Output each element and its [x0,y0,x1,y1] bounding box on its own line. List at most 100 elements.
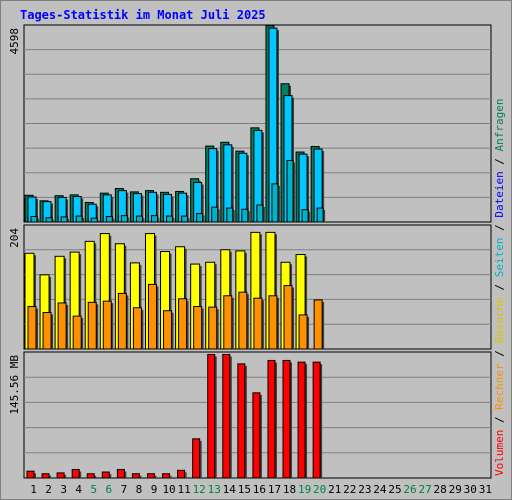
y-max-label-volume: 145.56 MB [8,355,21,415]
day-label: 19 [298,483,311,496]
day-label: 26 [403,483,416,496]
day-label: 12 [193,483,206,496]
day-label: 2 [45,483,52,496]
bar-seiten [30,215,38,223]
day-label: 16 [253,483,266,496]
legend-entry: Dateien [493,171,506,217]
bar-rechner [102,300,112,350]
bar-rechner [238,291,248,350]
bar-rechner [193,306,203,350]
bar-rechner [223,295,233,350]
day-label: 3 [60,483,67,496]
bar-seiten [271,183,279,223]
day-label: 22 [343,483,356,496]
bar-seiten [316,207,324,223]
bar-rechner [87,301,97,350]
bar-seiten [75,215,83,223]
legend-entry: / [493,277,506,297]
bar-volumen [56,472,65,479]
bar-rechner [268,295,278,350]
bar-seiten [256,204,264,223]
legend-entry: / [493,151,506,171]
bar-rechner [208,306,218,350]
legend-entry: / [493,218,506,238]
bar-seiten [241,208,249,223]
day-label: 9 [151,483,158,496]
day-label: 11 [178,483,191,496]
legend-entry: Seiten [493,238,506,278]
bar-volumen [312,361,321,479]
day-label: 17 [268,483,281,496]
bar-volumen [146,473,155,479]
day-label: 18 [283,483,296,496]
bar-rechner [147,283,157,350]
day-label: 24 [373,483,387,496]
bar-volumen [282,359,291,479]
day-label: 4 [75,483,82,496]
bar-volumen [192,438,201,479]
legend-entry: Besuche [493,297,506,343]
bar-rechner [57,302,67,350]
bar-volumen [86,473,95,479]
bar-rechner [132,307,142,350]
bar-volumen [131,473,140,479]
day-label: 21 [328,483,341,496]
bar-rechner [117,292,127,350]
day-label: 25 [388,483,401,496]
bar-volumen [101,471,110,479]
day-label: 28 [434,483,447,496]
day-label: 7 [121,483,128,496]
bar-volumen [252,392,261,479]
day-label: 10 [162,483,175,496]
bar-seiten [45,217,53,223]
bar-volumen [71,468,80,479]
bar-seiten [286,160,294,223]
bar-seiten [120,215,128,223]
bar-volumen [116,468,125,479]
day-label: 20 [313,483,326,496]
bar-rechner [178,298,188,350]
bar-seiten [135,215,143,223]
bar-volumen [222,353,231,479]
bar-volumen [177,469,186,479]
day-label: 30 [464,483,477,496]
bar-seiten [105,215,113,223]
legend-entry: Rechner [493,363,506,410]
day-label: 13 [208,483,221,496]
series-legend: Volumen / Rechner / Besuche / Seiten / D… [493,98,506,476]
bar-seiten [166,215,174,223]
day-label: 23 [358,483,371,496]
bar-rechner [313,299,323,350]
bar-volumen [237,363,246,479]
chart-title: Tages-Statistik im Monat Juli 2025 [20,8,266,22]
day-label: 31 [479,483,492,496]
legend-entry: Volumen [493,430,506,476]
bar-volumen [297,361,306,479]
bar-rechner [163,310,173,350]
y-max-label-visits: 204 [8,228,21,248]
bar-volumen [162,473,171,479]
y-max-label-hits: 4598 [8,28,21,55]
day-label: 14 [223,483,237,496]
day-label: 27 [418,483,431,496]
legend-entry: / [493,344,506,364]
bar-volumen [26,470,35,479]
bar-seiten [196,213,204,223]
bar-rechner [42,312,52,350]
bar-seiten [60,216,68,223]
bar-rechner [298,314,308,350]
bar-seiten [301,209,309,223]
bar-seiten [181,215,189,223]
bar-rechner [253,297,263,350]
day-label: 8 [136,483,143,496]
bar-volumen [207,353,216,479]
legend-entry: / [493,410,506,430]
bar-seiten [90,217,98,223]
bar-rechner [72,315,82,350]
bar-volumen [41,473,50,479]
bar-seiten [211,206,219,223]
bar-rechner [283,285,293,350]
day-label: 15 [238,483,251,496]
bar-rechner [27,306,37,350]
